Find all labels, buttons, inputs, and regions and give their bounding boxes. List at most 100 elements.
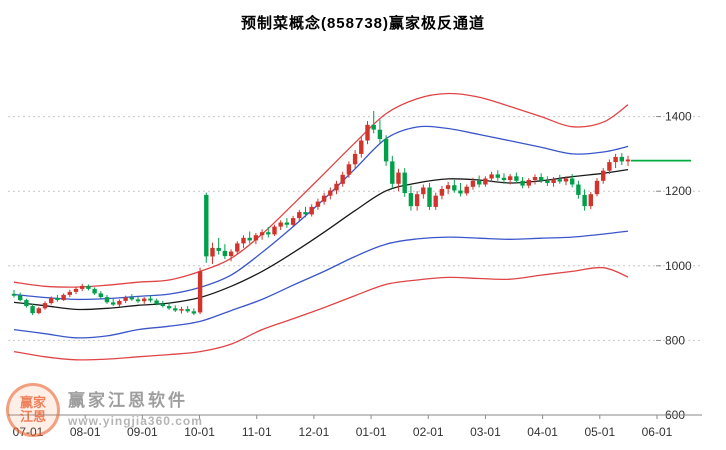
candle-body: [160, 303, 165, 306]
candle-body: [185, 309, 190, 312]
candle-body: [253, 235, 259, 241]
candle-body: [179, 309, 184, 311]
x-axis-label: 06-01: [642, 425, 673, 439]
candle-body: [402, 172, 407, 194]
candle-body: [557, 179, 562, 182]
candle-body: [80, 285, 85, 289]
candle-body: [24, 300, 29, 307]
channel-line-lower-inner-blue: [13, 230, 629, 339]
x-axis-label: 12-01: [299, 425, 330, 439]
candle-body: [452, 185, 457, 191]
candle-body: [570, 178, 575, 185]
candle-body: [526, 180, 531, 186]
candle-body: [532, 177, 538, 180]
candle-body: [501, 177, 507, 180]
candle-body: [290, 218, 296, 225]
candle-body: [67, 291, 72, 295]
candle-body: [588, 194, 593, 207]
candle-body: [210, 247, 215, 257]
candle-body: [483, 178, 488, 185]
candle-body: [445, 185, 451, 189]
candle-body: [601, 170, 606, 181]
candle-body: [142, 298, 147, 302]
candles-layer: [11, 111, 631, 316]
candle-body: [30, 306, 35, 314]
candle-body: [334, 183, 339, 191]
candle-body: [396, 172, 401, 184]
candle-body: [55, 297, 60, 301]
candle-body: [315, 201, 321, 207]
candle-body: [619, 156, 624, 162]
candle-body: [61, 294, 66, 301]
x-axis-label: 08-01: [70, 425, 101, 439]
y-axis-label: 1000: [665, 259, 692, 273]
candle-body: [259, 232, 265, 236]
channel-line-middle-black: [13, 168, 629, 311]
candle-body: [340, 174, 345, 184]
y-axis-label: 1200: [665, 184, 692, 198]
x-axis-label: 09-01: [127, 425, 158, 439]
candle-body: [321, 195, 327, 202]
candle-body: [414, 194, 420, 207]
candle-body: [297, 212, 302, 219]
candle-body: [18, 295, 23, 301]
candle-body: [148, 298, 153, 301]
grid-layer: [8, 116, 700, 341]
x-axis-label: 05-01: [584, 425, 615, 439]
candle-body: [470, 180, 476, 187]
candle-body: [222, 250, 228, 257]
candle-body: [197, 271, 203, 313]
candle-body: [377, 129, 383, 139]
candle-body: [439, 189, 445, 196]
y-axis-label: 1400: [665, 110, 692, 124]
candle-body: [489, 174, 494, 179]
candle-body: [166, 306, 172, 309]
candle-body: [551, 179, 556, 183]
x-axis-label: 07-01: [13, 425, 44, 439]
candle-body: [508, 176, 513, 180]
candle-body: [594, 180, 600, 195]
candle-body: [390, 161, 395, 184]
candle-body: [408, 193, 414, 207]
candle-body: [117, 300, 122, 305]
candle-body: [266, 232, 271, 235]
candle-body: [42, 303, 48, 309]
candle-body: [539, 177, 544, 181]
candle-body: [98, 293, 103, 298]
y-axis-label: 800: [665, 333, 685, 347]
candle-body: [92, 288, 97, 294]
x-axis-label: 03-01: [470, 425, 501, 439]
candle-body: [576, 184, 581, 195]
candle-body: [86, 285, 91, 289]
candle-body: [545, 180, 550, 183]
candle-body: [607, 162, 612, 171]
candle-body: [365, 124, 370, 141]
candle-body: [371, 124, 376, 130]
x-axis-label: 11-01: [242, 425, 272, 439]
channel-line-lower-outer-red: [13, 266, 629, 361]
x-axis-label: 04-01: [527, 425, 558, 439]
candle-body: [514, 176, 519, 181]
candle-body: [123, 297, 128, 301]
candle-body: [129, 297, 134, 300]
candle-body: [421, 187, 426, 195]
candle-body: [104, 297, 110, 303]
candle-body: [11, 293, 17, 296]
candle-body: [241, 237, 246, 244]
candle-body: [284, 222, 290, 225]
x-axis-label: 01-01: [356, 425, 387, 439]
x-axis-label: 02-01: [413, 425, 444, 439]
candle-body: [73, 288, 79, 292]
x-axis-label: 10-01: [184, 425, 215, 439]
candle-body: [228, 251, 234, 257]
candle-body: [328, 190, 333, 196]
candle-body: [427, 187, 432, 207]
candle-body: [433, 195, 438, 207]
candle-body: [625, 159, 631, 162]
candle-body: [458, 190, 463, 194]
candle-body: [135, 299, 141, 302]
candle-body: [303, 212, 308, 215]
